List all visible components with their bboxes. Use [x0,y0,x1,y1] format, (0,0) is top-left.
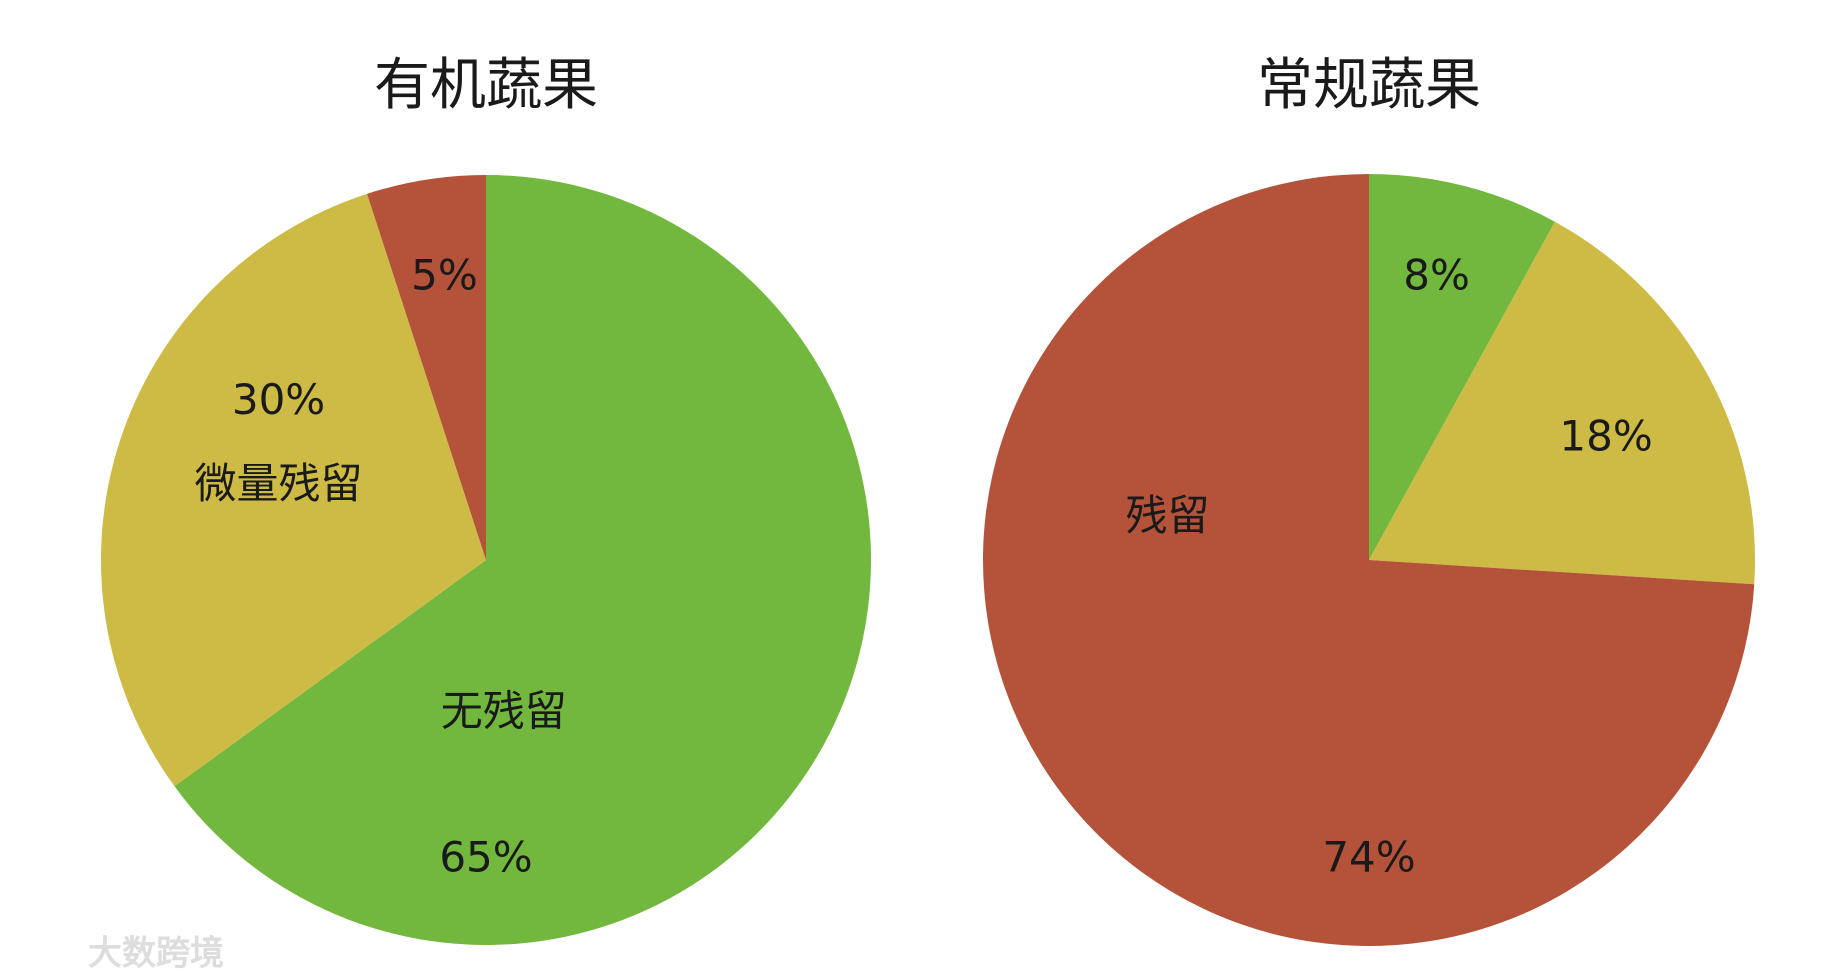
value-label: 74% [1322,832,1415,881]
value-label: 30% [232,375,325,424]
value-label: 8% [1403,250,1470,299]
pie-slice [174,175,872,946]
category-label: 无残留 [441,687,567,736]
chart-title: 常规蔬果 [1257,53,1481,118]
pie-slice [101,193,486,787]
value-label: 18% [1559,412,1652,461]
category-label: 残留 [1125,491,1209,540]
value-label: 65% [439,832,532,881]
chart-title: 有机蔬果 [374,53,598,118]
value-label: 5% [411,250,478,299]
pie-slice [1369,174,1555,560]
watermark: 大数跨境 [88,934,224,974]
pie-slice [367,175,486,560]
pie-slice [1369,221,1755,585]
pie-slice [982,174,1755,946]
category-label: 微量残留 [195,459,363,508]
